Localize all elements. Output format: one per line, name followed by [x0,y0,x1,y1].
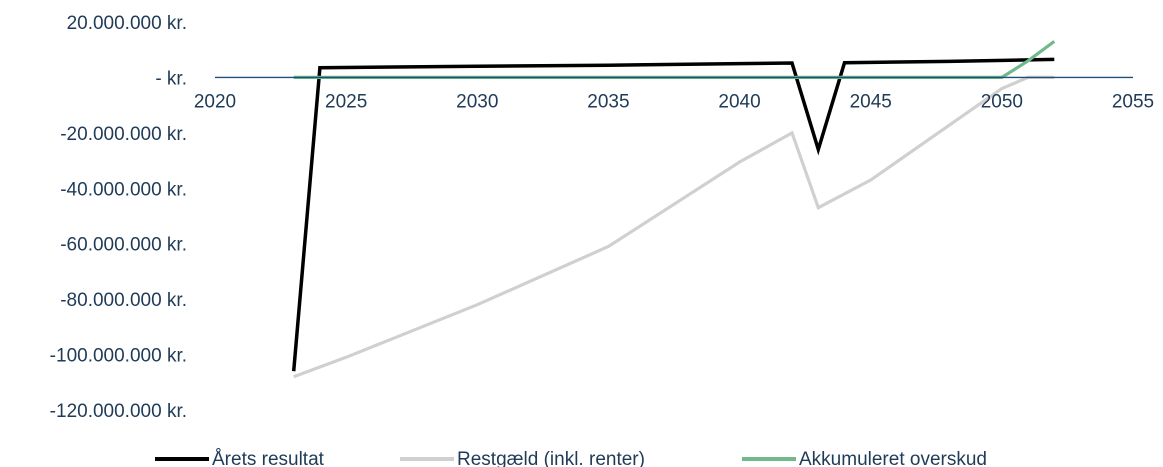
y-tick-label: 20.000.000 kr. [67,13,187,34]
x-tick-label: 2030 [456,91,498,112]
y-tick-label: -100.000.000 kr. [50,346,187,367]
y-tick-label: -40.000.000 kr. [60,179,187,200]
y-tick-label: -120.000.000 kr. [50,401,187,422]
y-tick-label: -20.000.000 kr. [60,124,187,145]
legend: Årets resultat Restgæld (inkl. renter) Akk… [155,449,987,467]
series-lines [291,40,1056,379]
x-tick-label: 2020 [194,91,236,112]
series-line-1 [291,57,1055,372]
y-tick-label: - kr. [155,68,187,89]
x-tick-label: 2050 [981,91,1023,112]
y-tick-label: -80.000.000 kr. [60,290,187,311]
legend-label: Restgæld (inkl. renter) [457,449,645,467]
y-axis-tick-labels: 20.000.000 kr. - kr. -20.000.000 kr. -40.00… [50,13,187,422]
legend-label: Akkumuleret overskud [799,449,987,467]
x-tick-label: 2055 [1112,91,1154,112]
series-line-2 [293,75,1055,379]
x-axis-tick-labels: 2020 2025 2030 2035 2040 2045 2050 2055 [194,91,1154,112]
series-line-3 [293,40,1056,80]
x-tick-label: 2045 [850,91,892,112]
x-tick-label: 2040 [718,91,760,112]
x-tick-label: 2025 [325,91,367,112]
y-tick-label: -60.000.000 kr. [60,235,187,256]
x-tick-label: 2035 [587,91,629,112]
legend-label: Årets resultat [212,449,325,467]
